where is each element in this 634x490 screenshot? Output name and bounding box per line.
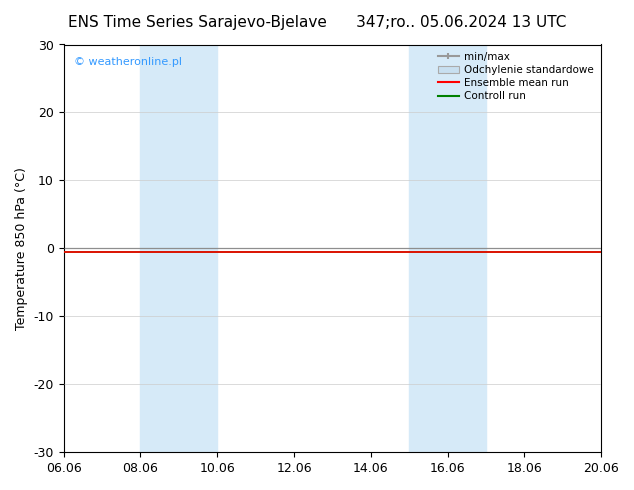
Bar [409, 45, 486, 452]
Y-axis label: Temperature 850 hPa (°C): Temperature 850 hPa (°C) [15, 167, 28, 330]
Legend: min/max, Odchylenie standardowe, Ensemble mean run, Controll run: min/max, Odchylenie standardowe, Ensembl… [434, 48, 598, 105]
Bar [141, 45, 217, 452]
Text: © weatheronline.pl: © weatheronline.pl [74, 57, 183, 67]
Text: ENS Time Series Sarajevo-Bjelave      347;ro.. 05.06.2024 13 UTC: ENS Time Series Sarajevo-Bjelave 347;ro.… [68, 15, 566, 30]
